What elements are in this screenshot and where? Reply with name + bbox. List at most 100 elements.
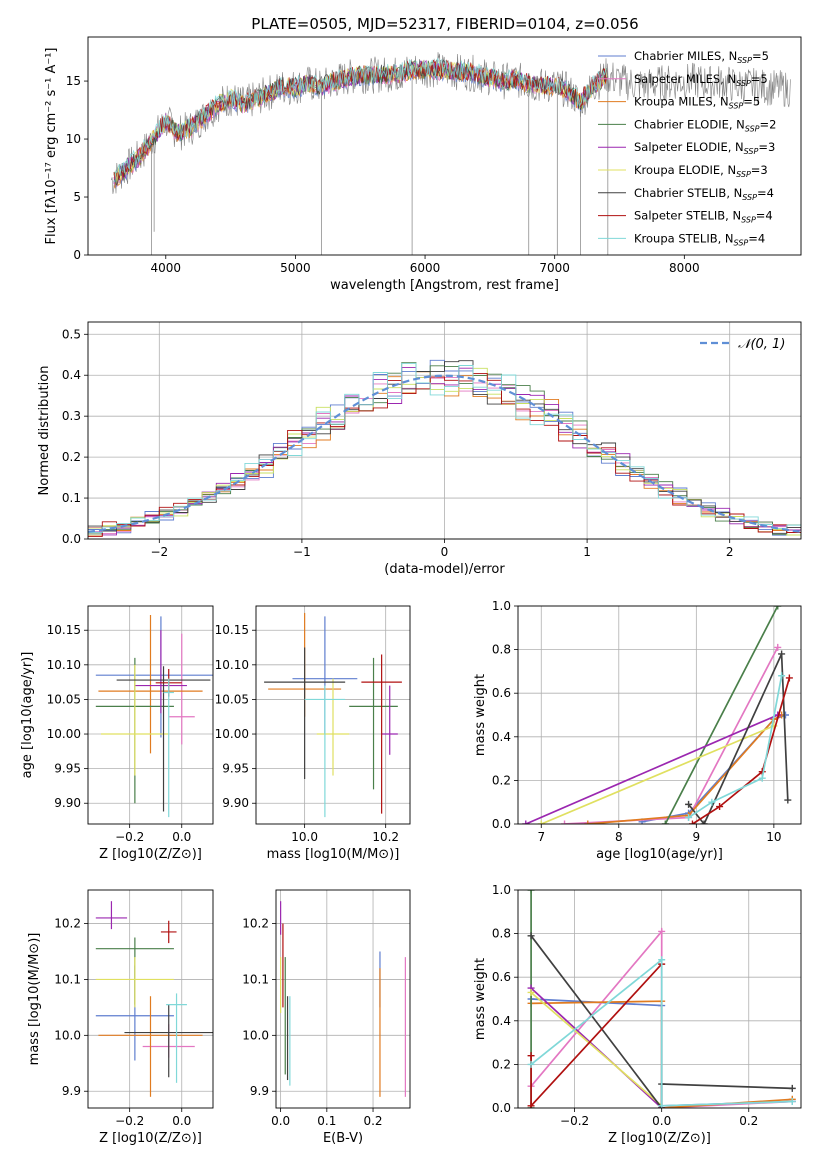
- errorbar-point: [304, 685, 346, 818]
- y-axis-label: age [log10(age/yr)]: [20, 652, 35, 779]
- grid-weight-vs-age: [518, 605, 801, 825]
- weight-line: [664, 606, 779, 824]
- y-axis-label: mass weight: [473, 958, 488, 1040]
- x-tick-label: 0: [441, 545, 449, 559]
- errorbar-point: [316, 678, 350, 776]
- weight-marker: [527, 988, 535, 996]
- weight-marker: [700, 820, 708, 824]
- axes-frame: [255, 605, 411, 825]
- weight-marker: [527, 1060, 535, 1068]
- y-tick-label: 5: [73, 190, 81, 204]
- x-tick-label: 10.0: [291, 830, 318, 844]
- plot-area-age-vs-mass: [264, 612, 402, 818]
- legend-label: 𝒩(0, 1): [738, 337, 785, 352]
- legend-label: Kroupa ELODIE, NSSP=3: [634, 163, 768, 179]
- x-tick-label: −2: [150, 545, 168, 559]
- errorbar-point: [264, 647, 346, 780]
- weight-marker: [584, 820, 592, 824]
- x-tick-label: −0.2: [115, 830, 144, 844]
- legend-label: Chabrier ELODIE, NSSP=2: [634, 117, 776, 133]
- weight-marker: [658, 927, 666, 935]
- y-tick-label: 0.2: [62, 450, 81, 464]
- x-tick-label: 10: [766, 830, 781, 844]
- x-tick-label: −1: [293, 545, 311, 559]
- y-tick-label: 10.15: [47, 623, 81, 637]
- x-tick-label: 4000: [151, 261, 182, 275]
- weight-marker: [788, 1097, 796, 1105]
- grid-mass-vs-EBV: [276, 890, 410, 1108]
- y-tick-label: 0.0: [492, 817, 511, 831]
- plot-area-age-vs-Z: [95, 614, 213, 818]
- x-axis-label: (data-model)/error: [384, 562, 505, 577]
- y-tick-label: 0.6: [492, 970, 511, 984]
- axes-frame: [87, 889, 214, 1109]
- y-tick-label: 0.1: [62, 491, 81, 505]
- errorbar-point: [116, 666, 211, 812]
- weight-marker: [688, 820, 696, 824]
- errorbar-point: [168, 633, 195, 745]
- y-tick-label: 10: [66, 132, 81, 146]
- x-tick-label: 0.2: [363, 1114, 382, 1128]
- x-tick-label: 7000: [539, 261, 570, 275]
- model-line: [113, 57, 607, 183]
- errorbar-point: [134, 630, 187, 714]
- y-tick-label: 10.00: [215, 727, 249, 741]
- weight-marker: [778, 650, 786, 658]
- plot-area-weight-vs-age: [522, 606, 793, 824]
- weight-marker: [774, 643, 782, 651]
- x-tick-label: 0.0: [271, 1114, 290, 1128]
- x-tick-label: 0.0: [172, 1114, 191, 1128]
- weight-line: [530, 958, 793, 1107]
- weight-line: [530, 963, 663, 1108]
- x-axis-label: Z [log10(Z/Z⊙)]: [99, 1131, 202, 1146]
- weight-marker: [527, 890, 535, 894]
- weight-marker: [527, 932, 535, 940]
- y-tick-label: 0.0: [492, 1101, 511, 1115]
- axes-frame: [87, 605, 214, 825]
- x-tick-label: 7: [537, 830, 545, 844]
- weight-marker: [658, 956, 666, 964]
- weight-line: [687, 653, 789, 824]
- errorbar-point: [98, 614, 203, 754]
- y-tick-label: 10.0: [54, 1028, 81, 1042]
- y-tick-label: 0.4: [492, 1014, 511, 1028]
- y-tick-label: 0.4: [62, 368, 81, 382]
- x-axis-label: wavelength [Angstrom, rest frame]: [330, 278, 559, 293]
- axes-frame: [517, 889, 802, 1109]
- y-tick-label: 0.8: [492, 927, 511, 941]
- legend-label: Salpeter ELODIE, NSSP=3: [634, 140, 775, 156]
- plot-area-residuals: [88, 359, 801, 537]
- y-axis-label: mass [log10(M/M⊙)]: [27, 933, 42, 1066]
- y-tick-label: 0.0: [62, 532, 81, 546]
- y-tick-label: 9.95: [54, 762, 81, 776]
- y-tick-label: 10.0: [242, 1028, 269, 1042]
- y-tick-label: 10.10: [215, 658, 249, 672]
- panel-weight-vs-Z: −0.2 0.0 0.2 0.0 0.2 0.4 0.6 0.8 1.0 Z [log10(Z/Z…: [473, 883, 802, 1146]
- weight-marker: [774, 606, 782, 610]
- axes-frame: [87, 36, 802, 256]
- y-tick-label: 10.2: [242, 917, 269, 931]
- legend: Chabrier MILES, NSSP=5 Salpeter MILES, NS…: [598, 49, 776, 247]
- weight-marker: [522, 820, 530, 824]
- errorbar-point: [160, 920, 177, 944]
- y-tick-label: 10.05: [215, 692, 249, 706]
- y-tick-label: 1.0: [492, 599, 511, 613]
- panel-mass-vs-EBV: 0.0 0.1 0.2 9.9 10.0 10.1 10.2 E(B-V): [242, 889, 411, 1146]
- weight-marker: [685, 813, 693, 821]
- weight-marker: [758, 774, 766, 782]
- panel-spectrum: 4000 5000 6000 7000 8000 0 5 10 15 wavelength [An…: [44, 36, 802, 293]
- legend-label: Chabrier STELIB, NSSP=4: [634, 186, 774, 202]
- panel-weight-vs-age: 7 8 9 10 0.0 0.2 0.4 0.6 0.8 1.0 age [log10(age/yr…: [473, 599, 802, 862]
- y-axis-label: Normed distribution: [37, 366, 52, 496]
- weight-marker: [661, 820, 669, 824]
- y-tick-label: 10.2: [54, 917, 81, 931]
- plot-area-spectrum: [111, 52, 791, 255]
- y-axis-label: mass weight: [473, 674, 488, 756]
- weight-marker: [561, 820, 569, 824]
- errorbar-point: [98, 996, 203, 1097]
- y-tick-label: 10.05: [47, 692, 81, 706]
- weight-marker: [527, 1052, 535, 1060]
- errorbar-point: [95, 901, 128, 930]
- y-tick-label: 10.1: [242, 972, 269, 986]
